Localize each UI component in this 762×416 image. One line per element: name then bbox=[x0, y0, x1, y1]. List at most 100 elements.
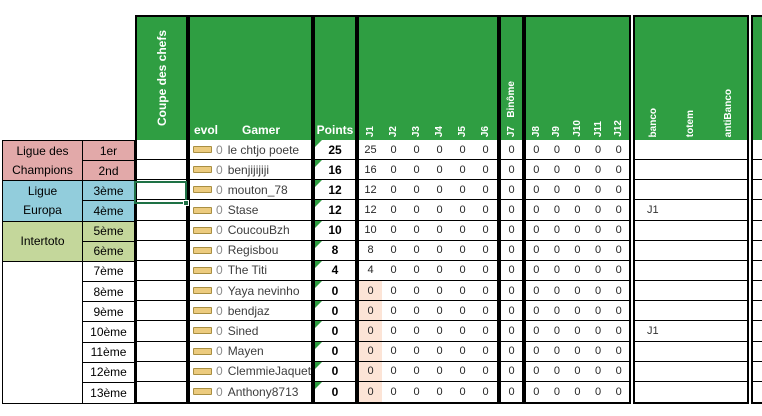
j9-cell[interactable]: 0 bbox=[553, 385, 560, 398]
coupe-des-chefs-header[interactable]: Coupe des chefs bbox=[137, 17, 186, 140]
j3-cell[interactable]: 0 bbox=[413, 304, 420, 317]
j6-cell[interactable]: 0 bbox=[482, 304, 489, 317]
coupe-cell[interactable] bbox=[137, 180, 186, 201]
j5-cell[interactable]: 0 bbox=[459, 345, 466, 358]
j7-cell[interactable]: 0 bbox=[508, 345, 515, 358]
coupe-cell[interactable] bbox=[137, 140, 186, 161]
banco-cell[interactable] bbox=[635, 342, 747, 362]
j1-j6-header[interactable]: J1 J2 J3 J4 J5 J6 bbox=[359, 17, 497, 140]
j9-cell[interactable]: 0 bbox=[553, 183, 560, 196]
j4-cell[interactable]: 0 bbox=[436, 365, 443, 378]
j2-cell[interactable]: 0 bbox=[390, 163, 397, 176]
rank-cell[interactable]: 5ème bbox=[83, 221, 134, 242]
banco-cell[interactable]: J1 bbox=[635, 200, 747, 221]
clipped-cell[interactable] bbox=[753, 221, 762, 241]
j10-cell[interactable]: 0 bbox=[574, 345, 581, 358]
j3-cell[interactable]: 0 bbox=[413, 385, 420, 398]
j8-cell[interactable]: 0 bbox=[533, 345, 540, 358]
j5-cell[interactable]: 0 bbox=[459, 284, 466, 297]
coupe-cell[interactable] bbox=[137, 321, 186, 342]
clipped-cell[interactable] bbox=[753, 160, 762, 181]
j2-cell[interactable]: 0 bbox=[390, 143, 397, 156]
j10-cell[interactable]: 0 bbox=[574, 163, 581, 176]
j8-cell[interactable]: 0 bbox=[533, 224, 540, 237]
j4-cell[interactable]: 0 bbox=[436, 244, 443, 257]
coupe-cell[interactable] bbox=[137, 342, 186, 362]
points-cell[interactable]: 0 bbox=[315, 321, 355, 342]
selected-cell-outline[interactable] bbox=[134, 181, 189, 206]
j5-cell[interactable]: 0 bbox=[459, 304, 466, 317]
clipped-cell[interactable] bbox=[753, 140, 762, 161]
j1-cell[interactable]: 0 bbox=[359, 381, 382, 402]
gamer-cell[interactable]: 0 le chtjo poete bbox=[190, 140, 312, 161]
j6-cell[interactable]: 0 bbox=[482, 204, 489, 217]
banco-header-cell[interactable]: banco bbox=[635, 17, 672, 140]
j12-cell[interactable]: 0 bbox=[615, 365, 622, 378]
binome-header[interactable]: Binôme J7 bbox=[501, 17, 522, 140]
rank-cell[interactable]: 2nd bbox=[83, 161, 134, 182]
j-header-cell[interactable]: J5 bbox=[451, 17, 474, 140]
gamer-cell[interactable]: 0 bendjaz bbox=[190, 301, 312, 322]
clipped-cell[interactable] bbox=[753, 281, 762, 302]
selection-fill-handle[interactable] bbox=[183, 200, 189, 206]
j10-cell[interactable]: 0 bbox=[574, 264, 581, 277]
j5-cell[interactable]: 0 bbox=[459, 204, 466, 217]
j5-cell[interactable]: 0 bbox=[459, 324, 466, 337]
j9-cell[interactable]: 0 bbox=[553, 224, 560, 237]
j11-cell[interactable]: 0 bbox=[595, 345, 602, 358]
j2-cell[interactable]: 0 bbox=[390, 345, 397, 358]
j4-cell[interactable]: 0 bbox=[436, 204, 443, 217]
j4-cell[interactable]: 0 bbox=[436, 304, 443, 317]
gamer-header[interactable]: evol Gamer bbox=[190, 17, 311, 140]
rank-cell[interactable]: 10ème bbox=[83, 322, 134, 343]
j12-cell[interactable]: 0 bbox=[615, 324, 622, 337]
j7-cell[interactable]: 0 bbox=[508, 143, 515, 156]
j7-cell[interactable]: 0 bbox=[508, 163, 515, 176]
j8-cell[interactable]: 0 bbox=[533, 244, 540, 257]
j8-cell[interactable]: 0 bbox=[533, 163, 540, 176]
j6-cell[interactable]: 0 bbox=[482, 365, 489, 378]
banco-header[interactable]: banco totem antiBanco bbox=[635, 17, 747, 140]
j11-cell[interactable]: 0 bbox=[595, 224, 602, 237]
gamer-cell[interactable]: 0 The Titi bbox=[190, 261, 312, 282]
gamer-cell[interactable]: 0 Anthony8713 bbox=[190, 382, 311, 402]
j3-cell[interactable]: 0 bbox=[413, 204, 420, 217]
j12-cell[interactable]: 0 bbox=[615, 224, 622, 237]
coupe-cell[interactable] bbox=[137, 382, 186, 402]
coupe-cell[interactable] bbox=[137, 221, 186, 241]
j7-cell[interactable]: 0 bbox=[508, 324, 515, 337]
j1-cell[interactable]: 16 bbox=[364, 163, 377, 176]
j7-cell[interactable]: 0 bbox=[508, 244, 515, 257]
j-header-cell[interactable]: J10 bbox=[567, 17, 588, 140]
j4-cell[interactable]: 0 bbox=[436, 183, 443, 196]
league-empty-cell[interactable] bbox=[3, 261, 82, 403]
j2-cell[interactable]: 0 bbox=[390, 304, 397, 317]
points-cell[interactable]: 12 bbox=[315, 200, 355, 221]
j10-cell[interactable]: 0 bbox=[574, 365, 581, 378]
j8-cell[interactable]: 0 bbox=[533, 204, 540, 217]
j11-cell[interactable]: 0 bbox=[595, 365, 602, 378]
points-header[interactable]: Points bbox=[315, 17, 355, 140]
rank-cell[interactable]: 12ème bbox=[83, 362, 134, 383]
rank-cell[interactable]: 11ème bbox=[83, 342, 134, 363]
j11-cell[interactable]: 0 bbox=[595, 385, 602, 398]
j5-cell[interactable]: 0 bbox=[459, 264, 466, 277]
gamer-cell[interactable]: 0 ClemmieJaquet bbox=[190, 362, 312, 382]
j4-cell[interactable]: 0 bbox=[436, 324, 443, 337]
banco-cell[interactable] bbox=[635, 241, 747, 261]
j2-cell[interactable]: 0 bbox=[390, 365, 397, 378]
j-header-cell[interactable]: J2 bbox=[382, 17, 405, 140]
banco-cell[interactable] bbox=[635, 261, 747, 282]
j12-cell[interactable]: 0 bbox=[615, 385, 622, 398]
j4-cell[interactable]: 0 bbox=[436, 264, 443, 277]
j11-cell[interactable]: 0 bbox=[595, 304, 602, 317]
j-header-cell[interactable]: J8 bbox=[526, 17, 547, 140]
coupe-cell[interactable] bbox=[137, 362, 186, 382]
j3-cell[interactable]: 0 bbox=[413, 264, 420, 277]
j5-cell[interactable]: 0 bbox=[459, 385, 466, 398]
coupe-cell[interactable] bbox=[137, 261, 186, 282]
rank-cell[interactable]: 13ème bbox=[83, 382, 134, 403]
j4-cell[interactable]: 0 bbox=[436, 345, 443, 358]
points-cell[interactable]: 0 bbox=[315, 281, 355, 302]
j2-cell[interactable]: 0 bbox=[390, 264, 397, 277]
